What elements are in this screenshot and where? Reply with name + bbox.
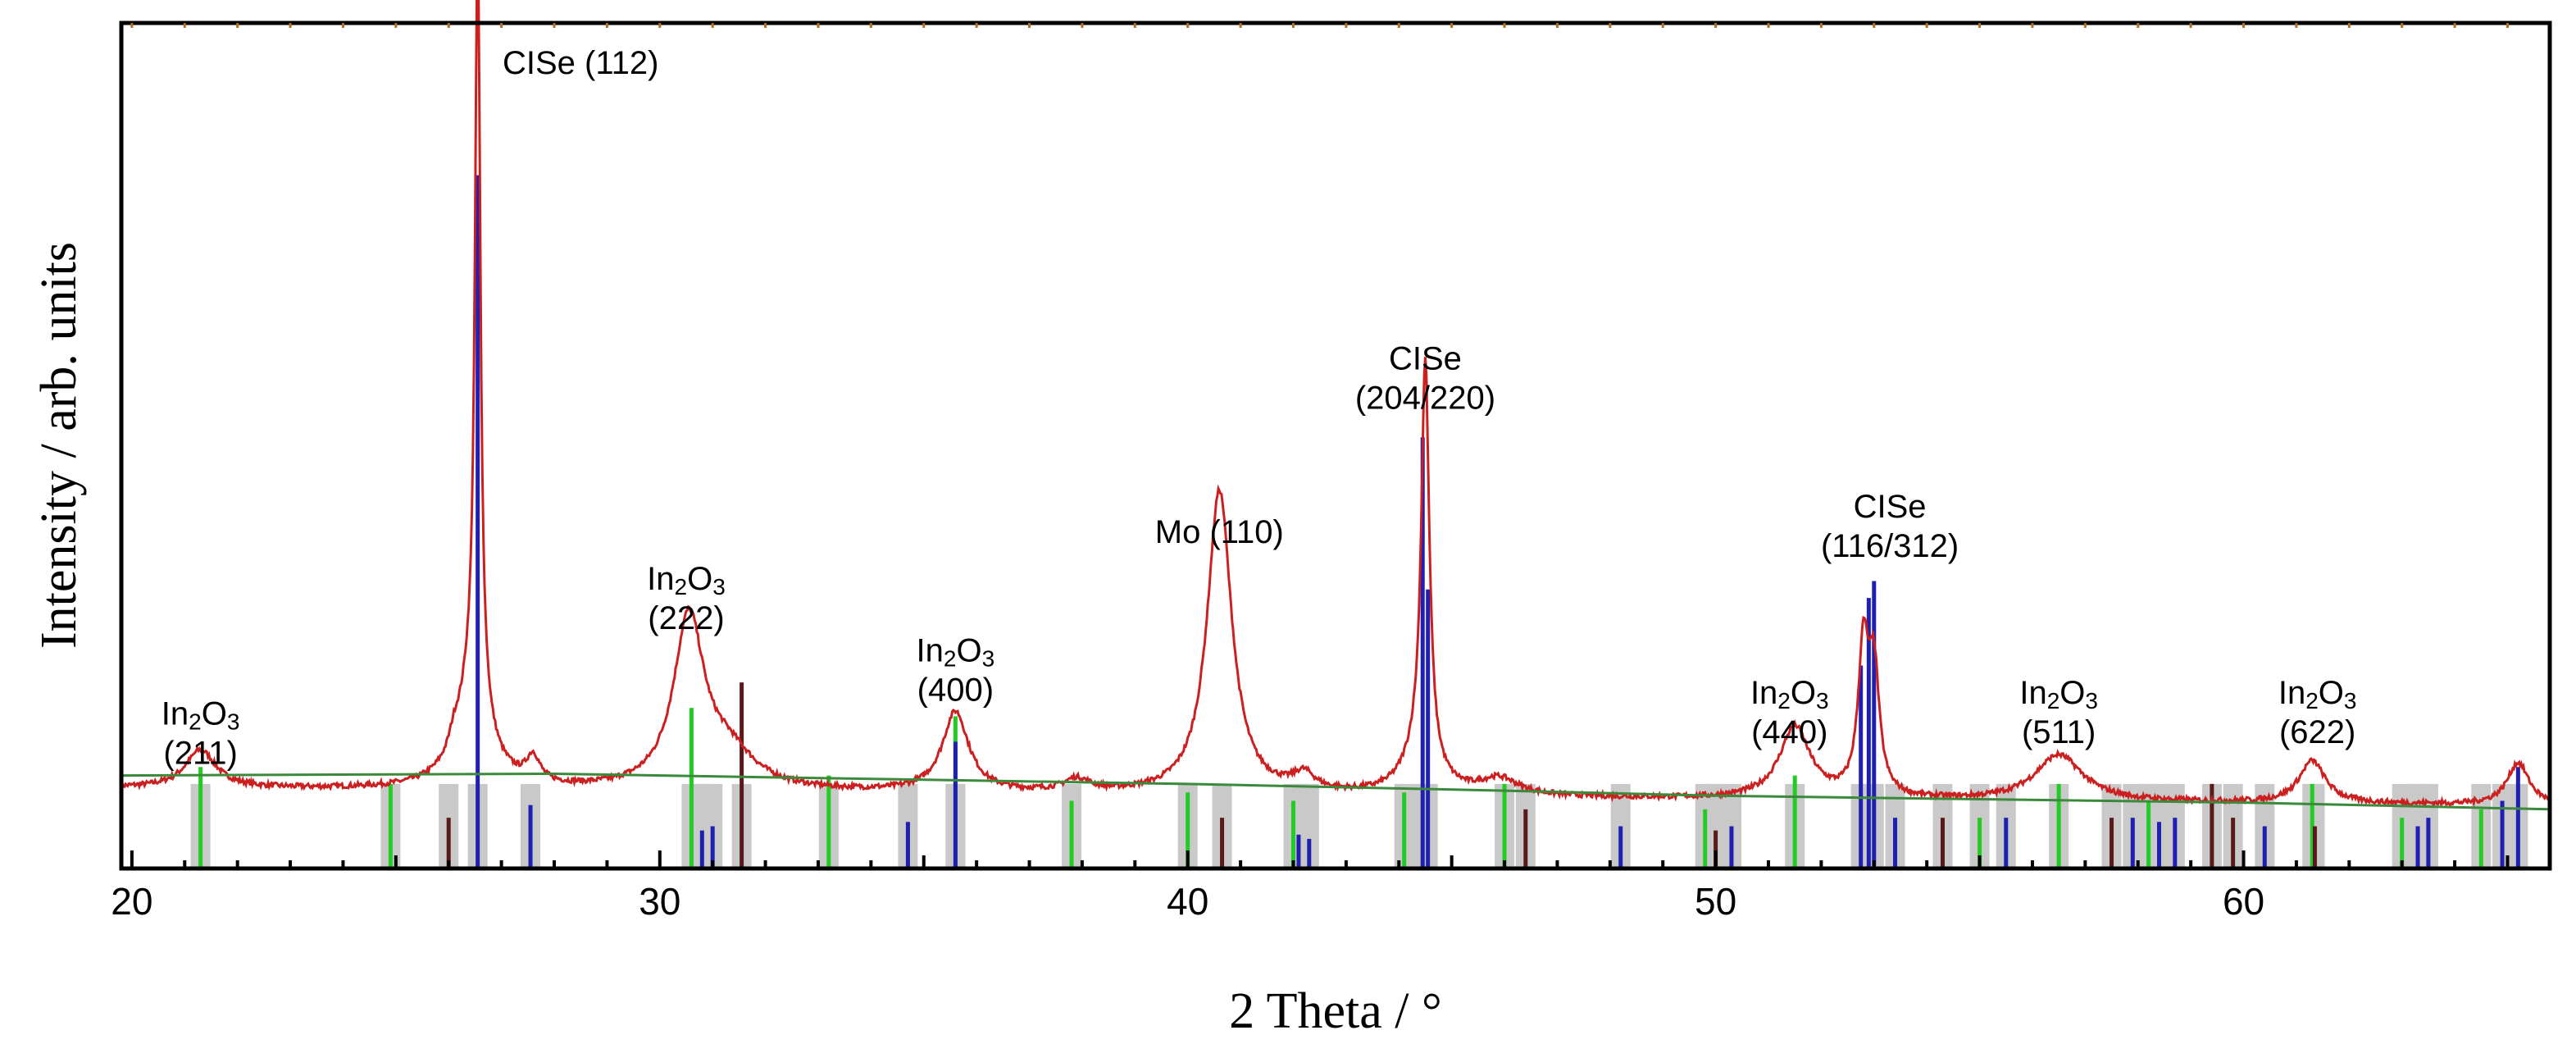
peak-annotation: CISe (116/312) xyxy=(1821,489,1959,564)
plot-frame xyxy=(119,21,2552,871)
x-tick-label: 30 xyxy=(639,880,680,923)
peak-annotation: CISe (204/220) xyxy=(1355,341,1495,417)
reference-bars-colored xyxy=(198,175,2520,868)
series-lines xyxy=(120,0,2551,811)
y-axis-title: Intensity / arb. units xyxy=(31,242,87,649)
peak-annotation: CISe (112) xyxy=(503,45,658,81)
peak-annotation: In2O3 (511) xyxy=(2019,675,2098,750)
peak-annotation: In2O3 (222) xyxy=(647,561,726,636)
peak-annotation: In2O3 (400) xyxy=(917,632,995,708)
peak-annotation: In2O3 (211) xyxy=(162,696,240,772)
x-tick-label: 50 xyxy=(1695,880,1736,923)
reference-bars-gray xyxy=(190,783,2528,868)
x-tick-label: 40 xyxy=(1167,880,1208,923)
peak-annotation: In2O3 (440) xyxy=(1750,675,1829,750)
x-tick-label: 60 xyxy=(2223,880,2264,923)
peak-annotation: Mo (110) xyxy=(1155,514,1284,550)
measured-pattern-line xyxy=(120,0,2550,809)
x-tick-label: 20 xyxy=(111,880,152,923)
peak-annotation: In2O3 (622) xyxy=(2278,675,2357,750)
annotations: CISe (112) In2O3 (211) In2O3 (222) In2O3 (400)… xyxy=(162,45,2357,772)
x-axis: 20 30 40 50 60 xyxy=(111,23,2510,923)
x-axis-title: 2 Theta / ° xyxy=(1229,983,1442,1039)
background-line xyxy=(121,772,2551,811)
